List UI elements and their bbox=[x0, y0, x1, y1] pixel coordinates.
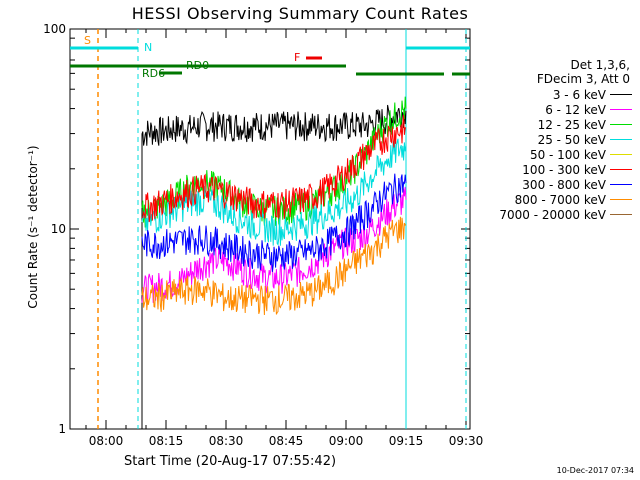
legend-swatch bbox=[610, 169, 632, 170]
legend-item: 300 - 800 keV bbox=[470, 178, 632, 192]
legend-item: 12 - 25 keV bbox=[470, 118, 632, 132]
x-tick-label: 08:00 bbox=[89, 434, 124, 448]
x-axis-label: Start Time (20-Aug-17 07:55:42) bbox=[123, 454, 337, 469]
x-tick-label: 08:15 bbox=[149, 434, 184, 448]
y-tick-label: 1 bbox=[58, 422, 66, 436]
legend-header-line-1: Det 1,3,6, bbox=[570, 58, 631, 72]
x-tick-label: 08:45 bbox=[269, 434, 304, 448]
series-line-7 bbox=[141, 216, 407, 316]
legend-swatch bbox=[610, 124, 632, 125]
timestamp-footer: 10-Dec-2017 07:34 bbox=[556, 466, 634, 475]
legend-swatch bbox=[610, 184, 632, 185]
legend-item: 25 - 50 keV bbox=[470, 133, 632, 147]
x-tick-label: 09:00 bbox=[329, 434, 364, 448]
legend-label: 800 - 7000 keV bbox=[514, 193, 606, 207]
legend-swatch bbox=[610, 109, 632, 110]
legend-item: 50 - 100 keV bbox=[470, 148, 632, 162]
legend-swatch bbox=[610, 154, 632, 155]
series-line-6 bbox=[141, 173, 407, 272]
flag-label-f: F bbox=[294, 51, 300, 64]
legend-label: 3 - 6 keV bbox=[552, 88, 606, 102]
flag-label-rd0: RD0 bbox=[186, 59, 209, 72]
legend-item: 3 - 6 keV bbox=[470, 88, 632, 102]
x-tick-label: 09:15 bbox=[389, 434, 424, 448]
series-line-0 bbox=[141, 104, 407, 429]
legend-label: 300 - 800 keV bbox=[522, 178, 606, 192]
series-line-5 bbox=[141, 115, 407, 223]
legend-swatch bbox=[610, 94, 632, 95]
y-axis-label: Count Rate (s⁻¹ detector⁻¹) bbox=[26, 145, 40, 309]
legend-label: 100 - 300 keV bbox=[522, 163, 606, 177]
series-line-3 bbox=[141, 138, 407, 246]
legend-label: 25 - 50 keV bbox=[537, 133, 606, 147]
legend-item: 800 - 7000 keV bbox=[470, 193, 632, 207]
legend-item: 7000 - 20000 keV bbox=[470, 208, 632, 222]
legend-swatch bbox=[610, 214, 632, 215]
y-tick-label: 100 bbox=[43, 22, 66, 36]
legend-item: 100 - 300 keV bbox=[470, 163, 632, 177]
legend-label: 7000 - 20000 keV bbox=[499, 208, 606, 222]
y-tick-label: 10 bbox=[51, 222, 66, 236]
legend-swatch bbox=[610, 139, 632, 140]
marker-label-n: N bbox=[144, 41, 152, 54]
flag-label-rd6: RD6 bbox=[142, 67, 165, 80]
legend-label: 6 - 12 keV bbox=[545, 103, 606, 117]
legend-item: 6 - 12 keV bbox=[470, 103, 632, 117]
legend-label: 50 - 100 keV bbox=[529, 148, 606, 162]
chart-title: HESSI Observing Summary Count Rates bbox=[131, 4, 469, 23]
x-tick-label: 09:30 bbox=[449, 434, 484, 448]
x-tick-label: 08:30 bbox=[209, 434, 244, 448]
legend-swatch bbox=[610, 199, 632, 200]
legend-header-line-2: FDecim 3, Att 0 bbox=[536, 72, 630, 86]
marker-label-s: S bbox=[84, 34, 91, 47]
legend-label: 12 - 25 keV bbox=[537, 118, 606, 132]
